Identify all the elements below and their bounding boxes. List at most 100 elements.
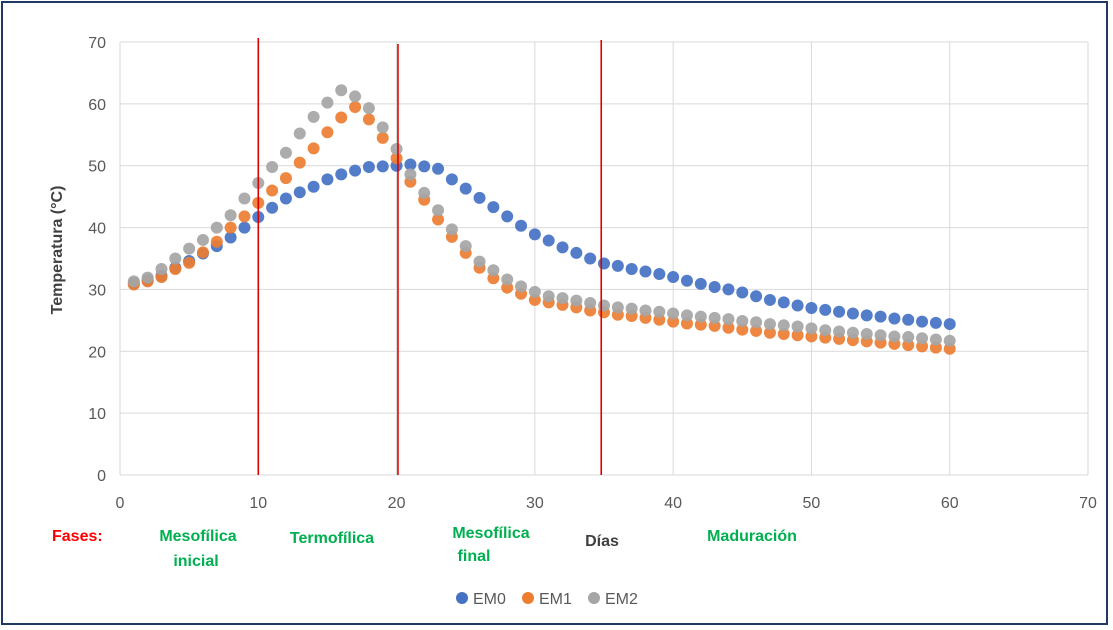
x-tick-label: 60	[941, 495, 959, 512]
data-point-em0	[404, 158, 417, 171]
data-point-em1	[763, 326, 776, 339]
data-point-em1	[321, 126, 334, 139]
data-point-em0	[819, 303, 832, 316]
data-point-em0	[611, 259, 624, 272]
data-point-em0	[943, 318, 956, 331]
data-point-em0	[376, 160, 389, 173]
data-point-em1	[736, 323, 749, 336]
data-point-em2	[487, 264, 500, 277]
data-point-em0	[321, 173, 334, 186]
y-tick-label: 40	[88, 221, 106, 238]
phase-label-line: Maduración	[707, 528, 797, 545]
data-point-em0	[667, 271, 680, 284]
data-point-em1	[293, 156, 306, 169]
data-point-em2	[667, 307, 680, 320]
data-point-em1	[390, 152, 403, 165]
data-point-em2	[598, 299, 610, 312]
data-point-em2	[694, 310, 707, 323]
data-point-em2	[224, 209, 237, 222]
x-tick-label: 30	[526, 495, 544, 512]
phase-label-line: inicial	[173, 553, 218, 570]
data-point-em0	[653, 267, 666, 280]
data-point-em1	[183, 256, 196, 269]
data-point-em0	[639, 265, 652, 278]
y-tick-label: 30	[88, 282, 106, 299]
x-tick-label: 70	[1079, 495, 1097, 512]
data-point-em2	[888, 330, 901, 343]
data-point-em2	[791, 320, 804, 333]
data-point-em0	[528, 228, 541, 241]
phase-label-termofilica: Termofílica	[290, 530, 374, 547]
data-point-em0	[362, 160, 375, 173]
x-tick-label: 40	[664, 495, 682, 512]
data-point-em2	[929, 333, 942, 346]
data-point-em0	[791, 299, 804, 312]
data-point-em0	[432, 162, 445, 175]
x-tick-label: 50	[803, 495, 821, 512]
data-point-em0	[515, 219, 528, 232]
data-point-em0	[279, 192, 292, 205]
data-point-em2	[833, 325, 846, 338]
data-point-em2	[196, 233, 209, 246]
data-point-em0	[445, 173, 458, 186]
data-point-em0	[860, 309, 873, 322]
phase-label-line: Mesofílica	[159, 528, 236, 545]
data-point-em2	[777, 319, 790, 332]
data-point-em1	[210, 235, 223, 248]
data-point-em2	[279, 146, 292, 159]
data-point-em0	[846, 307, 859, 320]
data-point-em0	[833, 305, 846, 318]
data-point-em2	[459, 240, 472, 253]
phase-label-mesofilica-final: Mesofílica final	[452, 525, 529, 565]
data-point-em1	[750, 324, 763, 337]
axis-ticks: 0 10 20 30 40 50 60 70 0 10 20 30 40 50 60 70	[88, 35, 1097, 512]
data-point-em2	[169, 252, 182, 265]
data-point-em0	[777, 296, 790, 309]
data-point-em0	[335, 168, 348, 181]
data-point-em0	[556, 241, 569, 254]
data-point-em2	[653, 305, 666, 318]
y-tick-label: 0	[97, 468, 106, 485]
legend-marker-em2	[588, 592, 600, 604]
x-tick-label: 10	[249, 495, 267, 512]
data-point-em1	[349, 100, 362, 113]
data-point-em2	[570, 294, 583, 307]
data-point-em0	[501, 210, 514, 223]
data-point-em2	[722, 313, 735, 326]
data-point-em1	[196, 246, 209, 259]
data-point-em2	[321, 96, 334, 109]
data-point-em2	[750, 316, 763, 329]
data-point-em0	[874, 310, 887, 323]
data-point-em1	[238, 210, 251, 223]
data-point-em2	[819, 324, 832, 337]
data-point-em0	[598, 257, 610, 270]
data-point-em0	[680, 274, 693, 287]
data-point-em2	[390, 143, 403, 156]
data-point-em0	[888, 312, 901, 325]
data-point-em2	[293, 127, 306, 140]
data-point-em2	[127, 275, 140, 288]
data-point-em2	[916, 332, 929, 345]
y-tick-label: 20	[88, 344, 106, 361]
data-point-em2	[943, 334, 956, 347]
data-point-em0	[266, 201, 279, 214]
data-point-em2	[860, 327, 873, 340]
phase-label-line: final	[458, 548, 491, 565]
legend-label-em1: EM1	[539, 591, 572, 608]
data-point-em0	[293, 186, 306, 199]
data-point-em2	[584, 297, 597, 310]
data-point-em2	[335, 84, 348, 97]
data-point-em1	[266, 184, 279, 197]
x-tick-label: 0	[116, 495, 125, 512]
data-point-em2	[708, 311, 721, 324]
data-point-em0	[418, 160, 431, 173]
data-point-em2	[874, 329, 887, 342]
data-point-em2	[418, 186, 431, 199]
data-point-em1	[432, 213, 445, 226]
data-point-em2	[528, 285, 541, 298]
data-point-em1	[335, 111, 348, 124]
legend-label-em0: EM0	[473, 591, 506, 608]
data-point-em2	[432, 204, 445, 217]
legend-marker-em0	[456, 592, 468, 604]
data-point-em1	[777, 327, 790, 340]
